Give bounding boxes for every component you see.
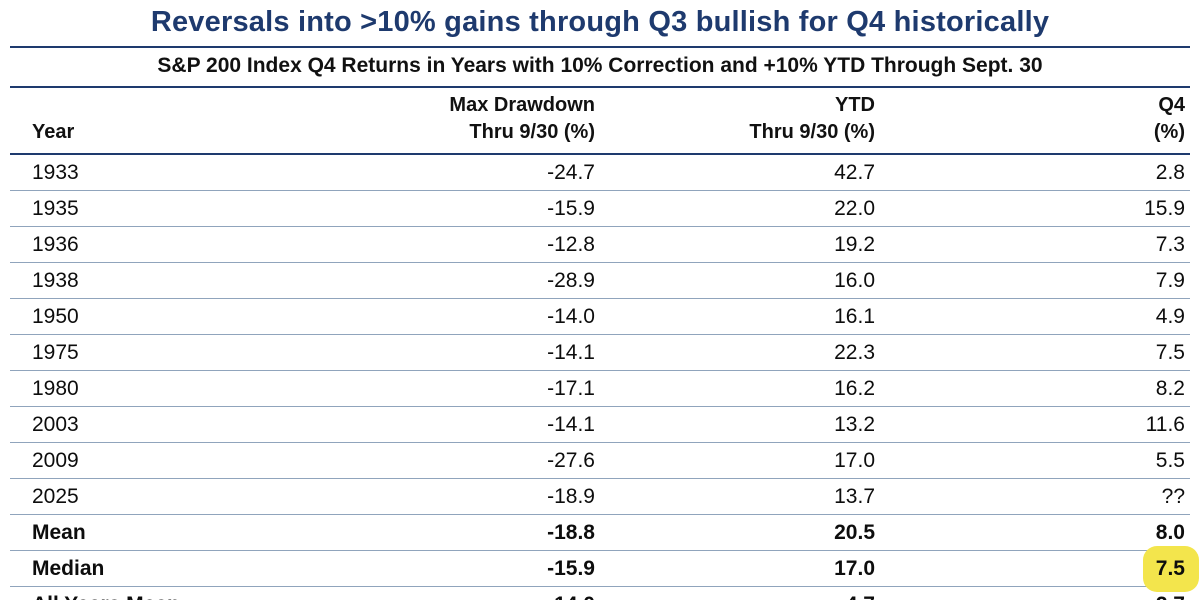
cell-q4: 5.5	[880, 442, 1190, 479]
cell-year: All Years Mean	[10, 586, 310, 600]
cell-q4: 4.9	[880, 298, 1190, 335]
table-row: 1975 -14.1 22.3 7.5	[10, 334, 1190, 371]
header-max-drawdown: Max Drawdown Thru 9/30 (%)	[310, 88, 600, 155]
cell-ytd: 17.0	[600, 550, 880, 587]
cell-max_drawdown: -17.1	[310, 370, 600, 407]
cell-q4: 2.8	[1155, 161, 1185, 184]
header-ytd: YTD Thru 9/30 (%)	[600, 88, 880, 155]
returns-table: Year Max Drawdown Thru 9/30 (%) YTD Thru…	[10, 88, 1199, 600]
cell-max_drawdown: -14.0	[310, 298, 600, 335]
cell-max_drawdown: -18.8	[310, 514, 600, 551]
cell-year: 2003	[10, 406, 310, 443]
highlight-marker	[1142, 546, 1199, 592]
cell-ytd: 4.7	[600, 586, 880, 600]
cell-year: 1950	[10, 298, 310, 335]
table-row: 1933 -24.7 42.7 2.8	[10, 154, 1190, 191]
cell-year: 1935	[10, 190, 310, 227]
divider-subtitle	[10, 86, 1190, 88]
cell-ytd: 16.0	[600, 262, 880, 299]
table-row: 2025 -18.9 13.7??	[10, 478, 1190, 515]
table-row: 1980 -17.1 16.2 8.2	[10, 370, 1190, 407]
header-row: Year Max Drawdown Thru 9/30 (%) YTD Thru…	[10, 88, 1190, 155]
cell-max_drawdown: -15.9	[310, 190, 600, 227]
cell-q4: 2.7	[880, 586, 1190, 600]
cell-q4: ??	[880, 478, 1190, 515]
cell-ytd: 16.2	[600, 370, 880, 407]
cell-ytd: 42.7	[834, 161, 875, 184]
table-row: 1935 -15.9 22.0 15.9	[10, 190, 1190, 227]
cell-ytd: 13.2	[600, 406, 880, 443]
cell-ytd: 20.5	[600, 514, 880, 551]
cell-max_drawdown: -14.0	[310, 586, 600, 600]
cell-q4: 8.2	[880, 370, 1190, 407]
cell-year: 2009	[10, 442, 310, 479]
cell-year: 1975	[10, 334, 310, 371]
table-row: 1938 -28.9 16.0 7.9	[10, 262, 1190, 299]
cell-max_drawdown: -14.1	[310, 406, 600, 443]
cell-max_drawdown: -27.6	[310, 442, 600, 479]
header-ytd-line2: Thru 9/30 (%)	[749, 121, 875, 143]
table-row: Mean -18.8 20.5 8.0	[10, 514, 1190, 551]
header-max-drawdown-line2: Thru 9/30 (%)	[469, 121, 595, 143]
cell-max_drawdown: -12.8	[310, 226, 600, 263]
figure-subtitle: S&P 200 Index Q4 Returns in Years with 1…	[157, 54, 1043, 77]
header-year: Year	[10, 88, 310, 155]
cell-q4: 7.3	[880, 226, 1190, 263]
cell-q4: 7.9	[880, 262, 1190, 299]
cell-max_drawdown: -24.7	[547, 161, 595, 184]
header-year-label: Year	[32, 121, 75, 143]
table-header: Year Max Drawdown Thru 9/30 (%) YTD Thru…	[10, 88, 1190, 155]
cell-ytd: 19.2	[600, 226, 880, 263]
cell-max_drawdown: -15.9	[310, 550, 600, 587]
table-body: 1933 -24.7 42.7 2.8 1935 -15.9 22.0 15.9 1936 -12…	[10, 154, 1199, 600]
figure-title: Reversals into >10% gains through Q3 bul…	[150, 6, 1050, 38]
cell-year: 2025	[10, 478, 310, 515]
cell-q4: 8.0	[880, 514, 1190, 551]
cell-ytd: 17.0	[600, 442, 880, 479]
cell-year: Median	[10, 550, 310, 587]
header-q4: Q4 (%)	[880, 88, 1190, 155]
cell-q4: 7.5	[880, 334, 1190, 371]
cell-ytd: 22.0	[600, 190, 880, 227]
cell-q4: 15.9	[880, 190, 1190, 227]
cell-max_drawdown: -28.9	[310, 262, 600, 299]
divider-top	[10, 46, 1190, 48]
highlighted-value-text: 7.5	[1155, 557, 1185, 580]
cell-ytd: 16.1	[600, 298, 880, 335]
table-row: 2009 -27.6 17.0 5.5	[10, 442, 1190, 479]
highlighted-value: 7.5	[1142, 546, 1199, 592]
cell-year: 1980	[10, 370, 310, 407]
header-ytd-line1: YTD	[835, 94, 875, 116]
header-max-drawdown-line1: Max Drawdown	[449, 94, 595, 116]
cell-q4: 11.6	[880, 406, 1190, 443]
cell-year: 1933	[32, 161, 79, 184]
cell-ytd: 13.7	[600, 478, 880, 515]
cell-ytd: 22.3	[600, 334, 880, 371]
table-row: 1950 -14.0 16.1 4.9	[10, 298, 1190, 335]
table-row: 1936 -12.8 19.2 7.3	[10, 226, 1190, 263]
header-q4-line1: Q4	[1158, 94, 1185, 116]
cell-max_drawdown: -14.1	[310, 334, 600, 371]
table-row: Median -15.9 17.0 7.5	[10, 546, 1199, 592]
cell-max_drawdown: -18.9	[310, 478, 600, 515]
cell-year: 1936	[10, 226, 310, 263]
cell-q4: 7.5	[880, 546, 1199, 592]
cell-year: 1938	[10, 262, 310, 299]
cell-year: Mean	[10, 514, 310, 551]
table-row: All Years Mean-14.04.72.7	[10, 586, 1190, 600]
table-row: 2003 -14.1 13.2 11.6	[10, 406, 1190, 443]
header-q4-line2: (%)	[1153, 121, 1185, 143]
